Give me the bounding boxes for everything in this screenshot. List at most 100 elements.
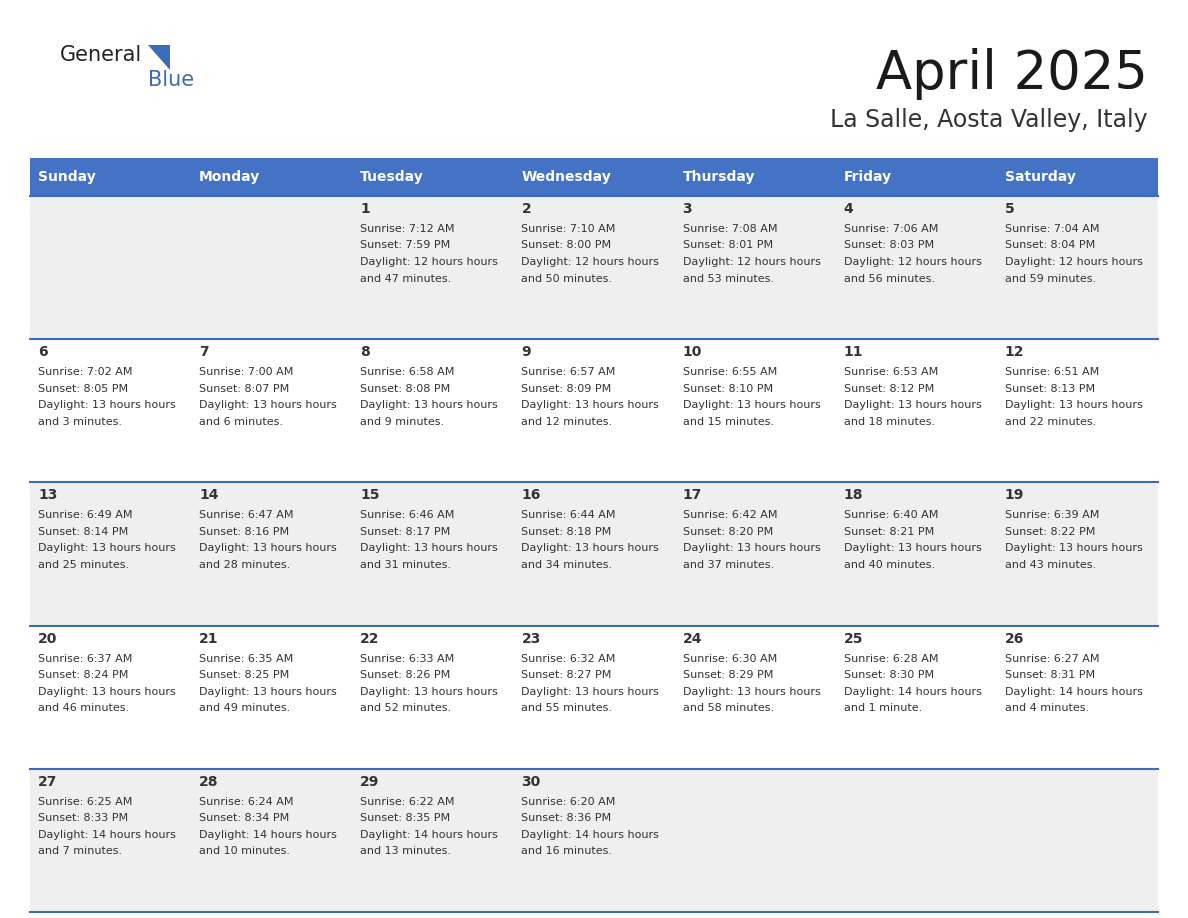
Text: 4: 4 — [843, 202, 853, 216]
Text: Sunrise: 6:57 AM: Sunrise: 6:57 AM — [522, 367, 615, 377]
Text: Sunrise: 7:08 AM: Sunrise: 7:08 AM — [683, 224, 777, 234]
Text: Daylight: 12 hours hours: Daylight: 12 hours hours — [683, 257, 821, 267]
Text: Thursday: Thursday — [683, 170, 756, 184]
Text: Daylight: 12 hours hours: Daylight: 12 hours hours — [843, 257, 981, 267]
Text: Daylight: 13 hours hours: Daylight: 13 hours hours — [683, 687, 821, 697]
Text: Sunset: 8:22 PM: Sunset: 8:22 PM — [1005, 527, 1095, 537]
Text: Sunset: 8:16 PM: Sunset: 8:16 PM — [200, 527, 289, 537]
Text: 3: 3 — [683, 202, 693, 216]
Text: Daylight: 13 hours hours: Daylight: 13 hours hours — [200, 543, 337, 554]
Text: Sunrise: 6:30 AM: Sunrise: 6:30 AM — [683, 654, 777, 664]
Text: Sunset: 8:13 PM: Sunset: 8:13 PM — [1005, 384, 1095, 394]
Text: Sunset: 8:14 PM: Sunset: 8:14 PM — [38, 527, 128, 537]
Bar — [30, 339, 1158, 482]
Text: and 34 minutes.: and 34 minutes. — [522, 560, 613, 570]
Text: 26: 26 — [1005, 632, 1024, 645]
Text: Sunset: 8:35 PM: Sunset: 8:35 PM — [360, 813, 450, 823]
Text: Daylight: 14 hours hours: Daylight: 14 hours hours — [1005, 687, 1143, 697]
Text: Sunset: 8:04 PM: Sunset: 8:04 PM — [1005, 241, 1095, 251]
Text: and 9 minutes.: and 9 minutes. — [360, 417, 444, 427]
Text: and 4 minutes.: and 4 minutes. — [1005, 703, 1089, 713]
Text: Sunset: 8:10 PM: Sunset: 8:10 PM — [683, 384, 772, 394]
Bar — [30, 158, 191, 196]
Bar — [513, 158, 675, 196]
Text: 24: 24 — [683, 632, 702, 645]
Text: Sunset: 8:18 PM: Sunset: 8:18 PM — [522, 527, 612, 537]
Text: Sunrise: 6:27 AM: Sunrise: 6:27 AM — [1005, 654, 1099, 664]
Text: Sunset: 8:34 PM: Sunset: 8:34 PM — [200, 813, 290, 823]
Text: Sunday: Sunday — [38, 170, 96, 184]
Text: Sunrise: 6:44 AM: Sunrise: 6:44 AM — [522, 510, 615, 521]
Text: 22: 22 — [360, 632, 380, 645]
Text: 16: 16 — [522, 488, 541, 502]
Text: 29: 29 — [360, 775, 380, 789]
Text: Sunrise: 7:06 AM: Sunrise: 7:06 AM — [843, 224, 939, 234]
Text: and 40 minutes.: and 40 minutes. — [843, 560, 935, 570]
Text: and 13 minutes.: and 13 minutes. — [360, 846, 451, 856]
Text: and 28 minutes.: and 28 minutes. — [200, 560, 290, 570]
Text: General: General — [61, 45, 143, 65]
Text: 8: 8 — [360, 345, 369, 359]
Text: Sunset: 8:17 PM: Sunset: 8:17 PM — [360, 527, 450, 537]
Text: 10: 10 — [683, 345, 702, 359]
Text: Sunset: 8:00 PM: Sunset: 8:00 PM — [522, 241, 612, 251]
Text: 25: 25 — [843, 632, 864, 645]
Text: 30: 30 — [522, 775, 541, 789]
Text: and 31 minutes.: and 31 minutes. — [360, 560, 451, 570]
Text: Sunset: 8:12 PM: Sunset: 8:12 PM — [843, 384, 934, 394]
Text: Sunrise: 6:22 AM: Sunrise: 6:22 AM — [360, 797, 455, 807]
Bar — [675, 158, 835, 196]
Text: 20: 20 — [38, 632, 57, 645]
Text: Sunrise: 7:10 AM: Sunrise: 7:10 AM — [522, 224, 615, 234]
Text: Sunset: 8:07 PM: Sunset: 8:07 PM — [200, 384, 290, 394]
Text: Sunrise: 6:51 AM: Sunrise: 6:51 AM — [1005, 367, 1099, 377]
Text: Saturday: Saturday — [1005, 170, 1075, 184]
Text: 17: 17 — [683, 488, 702, 502]
Text: Sunrise: 6:46 AM: Sunrise: 6:46 AM — [360, 510, 455, 521]
Text: Daylight: 13 hours hours: Daylight: 13 hours hours — [38, 543, 176, 554]
Text: 6: 6 — [38, 345, 48, 359]
Text: 14: 14 — [200, 488, 219, 502]
Bar — [30, 768, 1158, 912]
Text: Sunset: 8:01 PM: Sunset: 8:01 PM — [683, 241, 772, 251]
Text: Daylight: 12 hours hours: Daylight: 12 hours hours — [360, 257, 498, 267]
Text: Daylight: 14 hours hours: Daylight: 14 hours hours — [522, 830, 659, 840]
Text: and 49 minutes.: and 49 minutes. — [200, 703, 290, 713]
Bar — [191, 158, 353, 196]
Text: and 52 minutes.: and 52 minutes. — [360, 703, 451, 713]
Text: and 59 minutes.: and 59 minutes. — [1005, 274, 1097, 284]
Text: Wednesday: Wednesday — [522, 170, 611, 184]
Text: Daylight: 13 hours hours: Daylight: 13 hours hours — [1005, 543, 1143, 554]
Text: Sunrise: 7:04 AM: Sunrise: 7:04 AM — [1005, 224, 1099, 234]
Text: Sunrise: 6:53 AM: Sunrise: 6:53 AM — [843, 367, 939, 377]
Bar — [353, 158, 513, 196]
Text: Sunrise: 7:02 AM: Sunrise: 7:02 AM — [38, 367, 133, 377]
Text: 23: 23 — [522, 632, 541, 645]
Text: Sunrise: 6:58 AM: Sunrise: 6:58 AM — [360, 367, 455, 377]
Text: 9: 9 — [522, 345, 531, 359]
Text: Sunrise: 7:00 AM: Sunrise: 7:00 AM — [200, 367, 293, 377]
Text: and 37 minutes.: and 37 minutes. — [683, 560, 773, 570]
Text: 1: 1 — [360, 202, 369, 216]
Text: Daylight: 13 hours hours: Daylight: 13 hours hours — [683, 543, 821, 554]
Text: Sunrise: 6:47 AM: Sunrise: 6:47 AM — [200, 510, 293, 521]
Polygon shape — [148, 45, 170, 70]
Text: Sunrise: 6:49 AM: Sunrise: 6:49 AM — [38, 510, 133, 521]
Text: Sunrise: 6:35 AM: Sunrise: 6:35 AM — [200, 654, 293, 664]
Text: Daylight: 14 hours hours: Daylight: 14 hours hours — [38, 830, 176, 840]
Text: Monday: Monday — [200, 170, 260, 184]
Text: and 53 minutes.: and 53 minutes. — [683, 274, 773, 284]
Text: Daylight: 13 hours hours: Daylight: 13 hours hours — [200, 400, 337, 410]
Text: Tuesday: Tuesday — [360, 170, 424, 184]
Bar — [30, 482, 1158, 625]
Bar — [30, 196, 1158, 339]
Text: Sunset: 8:31 PM: Sunset: 8:31 PM — [1005, 670, 1095, 680]
Text: Daylight: 13 hours hours: Daylight: 13 hours hours — [38, 687, 176, 697]
Text: Daylight: 12 hours hours: Daylight: 12 hours hours — [522, 257, 659, 267]
Text: Friday: Friday — [843, 170, 892, 184]
Text: Sunset: 8:20 PM: Sunset: 8:20 PM — [683, 527, 773, 537]
Text: Daylight: 13 hours hours: Daylight: 13 hours hours — [360, 400, 498, 410]
Text: Sunrise: 6:40 AM: Sunrise: 6:40 AM — [843, 510, 939, 521]
Text: Daylight: 13 hours hours: Daylight: 13 hours hours — [522, 687, 659, 697]
Text: and 10 minutes.: and 10 minutes. — [200, 846, 290, 856]
